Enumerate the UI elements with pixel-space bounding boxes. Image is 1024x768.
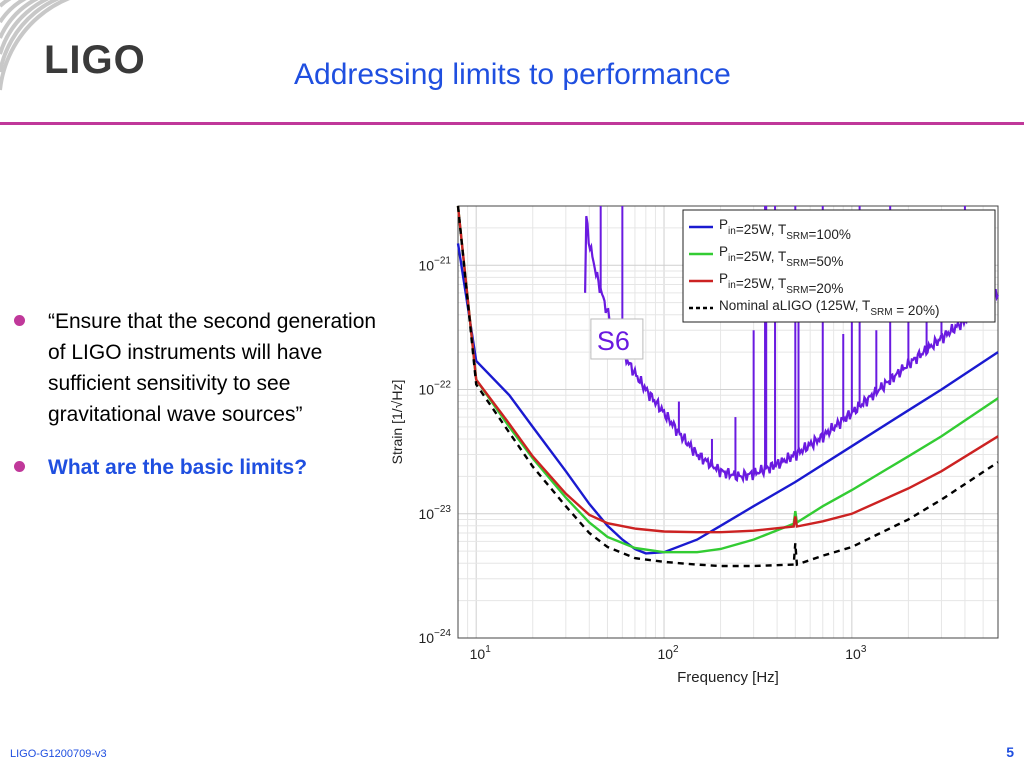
legend-entry: Nominal aLIGO (125W, TSRM = 20%) (719, 298, 939, 318)
chart-legend: Pin=25W, TSRM=100%Pin=25W, TSRM=50%Pin=2… (682, 209, 996, 323)
legend-entry: Pin=25W, TSRM=100% (719, 217, 851, 242)
x-tick-label: 101 (470, 644, 492, 662)
logo-arcs-graphic (0, 0, 71, 91)
y-tick-label: 10−23 (418, 504, 451, 522)
bullet-text: “Ensure that the second generation of LI… (48, 310, 377, 426)
s6-label-box (590, 318, 644, 360)
series-line-3 (456, 205, 999, 568)
s6-label: S6 (597, 326, 630, 356)
series-layer (456, 205, 999, 568)
legend-box (682, 209, 996, 323)
chart-grid (457, 205, 999, 639)
series-line-0 (456, 243, 999, 555)
x-tick-label: 102 (657, 644, 679, 662)
bullet-list: “Ensure that the second generation of LI… (10, 306, 380, 505)
series-line-1 (456, 205, 999, 554)
y-tick-label: 10−24 (418, 628, 451, 646)
y-axis-label: Strain [1/√Hz] (389, 380, 405, 465)
legend-entry: Pin=25W, TSRM=20% (719, 271, 843, 296)
x-axis-label: Frequency [Hz] (677, 669, 779, 686)
bullet-dot-icon (14, 315, 25, 326)
s6-line (584, 215, 999, 484)
legend-entry: Pin=25W, TSRM=50% (719, 244, 843, 269)
bullet-text: What are the basic limits? (48, 456, 308, 479)
y-tick-label: 10−22 (418, 380, 451, 398)
s6-annotation: S6 (590, 318, 644, 360)
slide-title: Addressing limits to performance (294, 58, 731, 91)
bullet-item-question: What are the basic limits? (10, 452, 380, 483)
title-divider (0, 122, 1024, 125)
series-line-2 (456, 205, 999, 534)
document-id: LIGO-G1200709-v3 (10, 748, 107, 760)
plot-frame (457, 205, 999, 639)
x-tick-label: 103 (845, 644, 867, 662)
ligo-logo: LIGO (44, 38, 146, 82)
tick-labels: 101 102 103 10−21 10−22 10−23 10−24 (418, 255, 866, 662)
bullet-dot-icon (14, 461, 25, 472)
bullet-item-quote: “Ensure that the second generation of LI… (10, 306, 380, 430)
y-tick-label: 10−21 (418, 255, 451, 273)
sensitivity-chart: 101 102 103 10−21 10−22 10−23 10−24 Frequency … (389, 205, 999, 686)
page-number: 5 (1006, 744, 1014, 760)
